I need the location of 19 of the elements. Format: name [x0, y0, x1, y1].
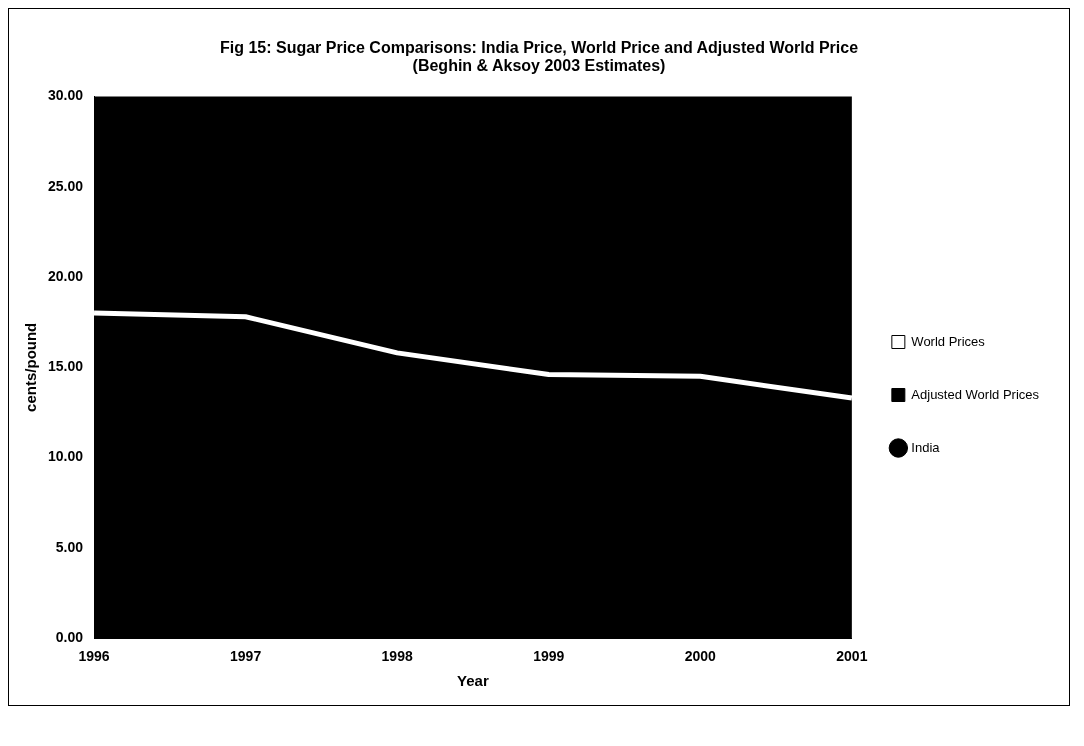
legend-label: Adjusted World Prices	[911, 386, 1040, 402]
y-tick-label: 25.00	[47, 177, 84, 194]
x-tick-label: 1999	[533, 648, 565, 665]
y-tick-label: 20.00	[47, 267, 84, 284]
x-tick-label: 1996	[78, 648, 110, 665]
legend-label: India	[911, 439, 941, 455]
y-tick-label: 5.00	[55, 538, 84, 555]
x-tick-label: 1998	[381, 648, 413, 665]
x-axis-title: Year	[457, 672, 489, 690]
legend-label: World Prices	[911, 333, 986, 349]
chart-title: Fig 15: Sugar Price Comparisons: India Price, World Price and Adjusted World Price (Beghin & Aksoy 2003 Estimates)	[219, 39, 859, 75]
x-tick-label: 2001	[836, 648, 868, 665]
y-tick-label: 10.00	[47, 448, 84, 465]
x-tick-label: 2000	[684, 648, 717, 665]
y-tick-label: 0.00	[55, 629, 84, 646]
y-tick-label: 15.00	[47, 358, 84, 375]
x-tick-label: 1997	[230, 648, 262, 665]
y-axis-title: cents/pound	[22, 322, 40, 412]
y-tick-label: 30.00	[47, 87, 84, 104]
